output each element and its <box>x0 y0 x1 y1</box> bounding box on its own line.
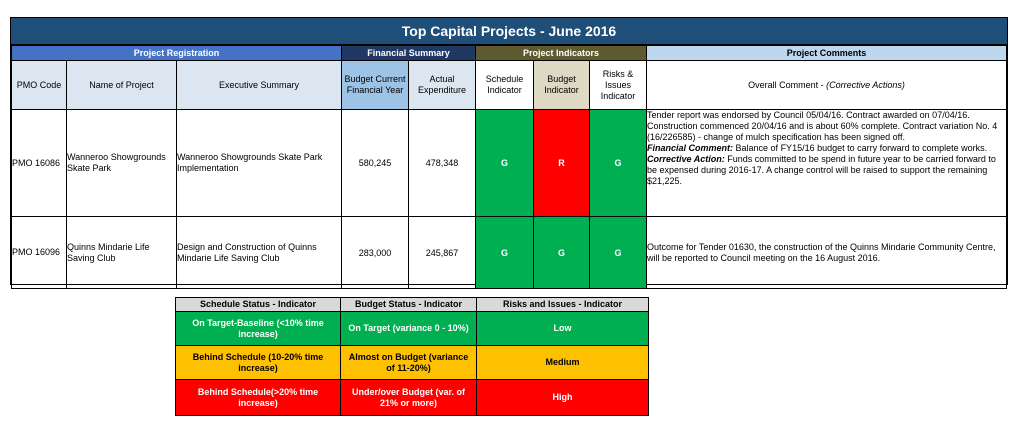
risks-indicator: G <box>588 109 648 217</box>
budget-cell: 580,245 <box>341 109 409 217</box>
schedule-indicator: G <box>475 216 534 289</box>
col-project-name: Name of Project <box>66 60 177 110</box>
col-actual: Actual Expenditure <box>408 60 476 110</box>
legend-budget-red: Under/over Budget (var. of 21% or more) <box>340 379 477 416</box>
pmo-code-cell: PMO 16086 <box>11 109 67 217</box>
financial-comment: Financial Comment: Balance of FY15/16 bu… <box>647 143 1006 154</box>
legend-header-risks: Risks and Issues - Indicator <box>476 297 649 312</box>
legend-budget-green: On Target (variance 0 - 10%) <box>340 311 477 346</box>
legend-row-red: Behind Schedule(>20% time increase) Unde… <box>175 379 649 416</box>
capital-projects-report: Top Capital Projects - June 2016 Project… <box>10 17 1008 289</box>
corrective-action: Corrective Action: Funds committed to be… <box>647 154 1006 187</box>
legend-header-budget: Budget Status - Indicator <box>340 297 477 312</box>
schedule-indicator: G <box>475 109 534 217</box>
table-row: PMO 16086 Wanneroo Showgrounds Skate Par… <box>11 109 1007 217</box>
financial-comment-text: Balance of FY15/16 budget to carry forwa… <box>733 143 988 153</box>
legend-row-amber: Behind Schedule (10-20% time increase) A… <box>175 345 649 380</box>
comment-text: Outcome for Tender 01630, the constructi… <box>647 241 996 263</box>
corrective-action-text: Funds committed to be spend in future ye… <box>647 154 996 186</box>
projects-table: Project Registration Financial Summary P… <box>11 45 1007 289</box>
budget-indicator: R <box>533 109 590 217</box>
project-name-cell: Wanneroo Showgrounds Skate Park <box>66 109 177 217</box>
pmo-code-cell: PMO 16096 <box>11 216 67 289</box>
col-executive-summary: Executive Summary <box>176 60 342 110</box>
overall-comment-cell: Outcome for Tender 01630, the constructi… <box>646 216 1007 289</box>
legend-risks-green: Low <box>476 311 649 346</box>
budget-cell: 283,000 <box>341 216 409 289</box>
section-indicators: Project Indicators <box>474 45 648 61</box>
legend-header-schedule: Schedule Status - Indicator <box>175 297 341 312</box>
legend-schedule-red: Behind Schedule(>20% time increase) <box>175 379 341 416</box>
financial-comment-label: Financial Comment: <box>647 143 734 153</box>
comment-text: Tender report was endorsed by Council 05… <box>647 110 998 142</box>
section-registration: Project Registration <box>11 45 342 61</box>
legend-header-row: Schedule Status - Indicator Budget Statu… <box>175 297 649 312</box>
project-name-cell: Quinns Mindarie Life Saving Club <box>66 216 177 289</box>
report-title: Top Capital Projects - June 2016 <box>11 18 1007 45</box>
table-row: PMO 16096 Quinns Mindarie Life Saving Cl… <box>11 216 1007 289</box>
section-comments: Project Comments <box>646 45 1007 61</box>
col-schedule-indicator: Schedule Indicator <box>475 60 534 110</box>
comment-header-prefix: Overall Comment - <box>748 79 827 90</box>
col-budget-indicator: Budget Indicator <box>533 60 590 110</box>
budget-indicator: G <box>533 216 590 289</box>
comment-header-suffix: (Corrective Actions) <box>826 79 905 90</box>
executive-summary-cell: Design and Construction of Quinns Mindar… <box>176 216 342 289</box>
col-budget: Budget Current Financial Year <box>341 60 409 110</box>
overall-comment-cell: Tender report was endorsed by Council 05… <box>646 109 1007 217</box>
col-risks-indicator: Risks & Issues Indicator <box>588 60 648 110</box>
risks-indicator: G <box>588 216 648 289</box>
legend-risks-amber: Medium <box>476 345 649 380</box>
column-header-row: PMO Code Name of Project Executive Summa… <box>11 60 1007 110</box>
legend-budget-amber: Almost on Budget (variance of 11-20%) <box>340 345 477 380</box>
corrective-action-label: Corrective Action: <box>647 154 725 164</box>
actual-cell: 478,348 <box>408 109 476 217</box>
actual-cell: 245,867 <box>408 216 476 289</box>
executive-summary-cell: Wanneroo Showgrounds Skate Park Implemen… <box>176 109 342 217</box>
legend-schedule-amber: Behind Schedule (10-20% time increase) <box>175 345 341 380</box>
legend-schedule-green: On Target-Baseline (<10% time increase) <box>175 311 341 346</box>
col-overall-comment: Overall Comment - (Corrective Actions) <box>646 60 1007 110</box>
legend-risks-red: High <box>476 379 649 416</box>
status-legend: Schedule Status - Indicator Budget Statu… <box>175 297 649 416</box>
col-pmo-code: PMO Code <box>11 60 67 110</box>
legend-row-green: On Target-Baseline (<10% time increase) … <box>175 311 649 346</box>
section-header-row: Project Registration Financial Summary P… <box>11 45 1007 61</box>
section-financial: Financial Summary <box>341 45 476 61</box>
